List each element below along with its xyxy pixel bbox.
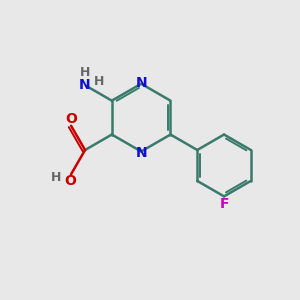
Text: H: H (80, 66, 90, 79)
Text: H: H (51, 171, 61, 184)
Text: H: H (94, 75, 104, 88)
Text: O: O (64, 174, 76, 188)
Text: N: N (79, 78, 91, 92)
Text: O: O (66, 112, 78, 126)
Text: N: N (135, 146, 147, 160)
Text: N: N (135, 76, 147, 90)
Text: F: F (219, 197, 229, 211)
